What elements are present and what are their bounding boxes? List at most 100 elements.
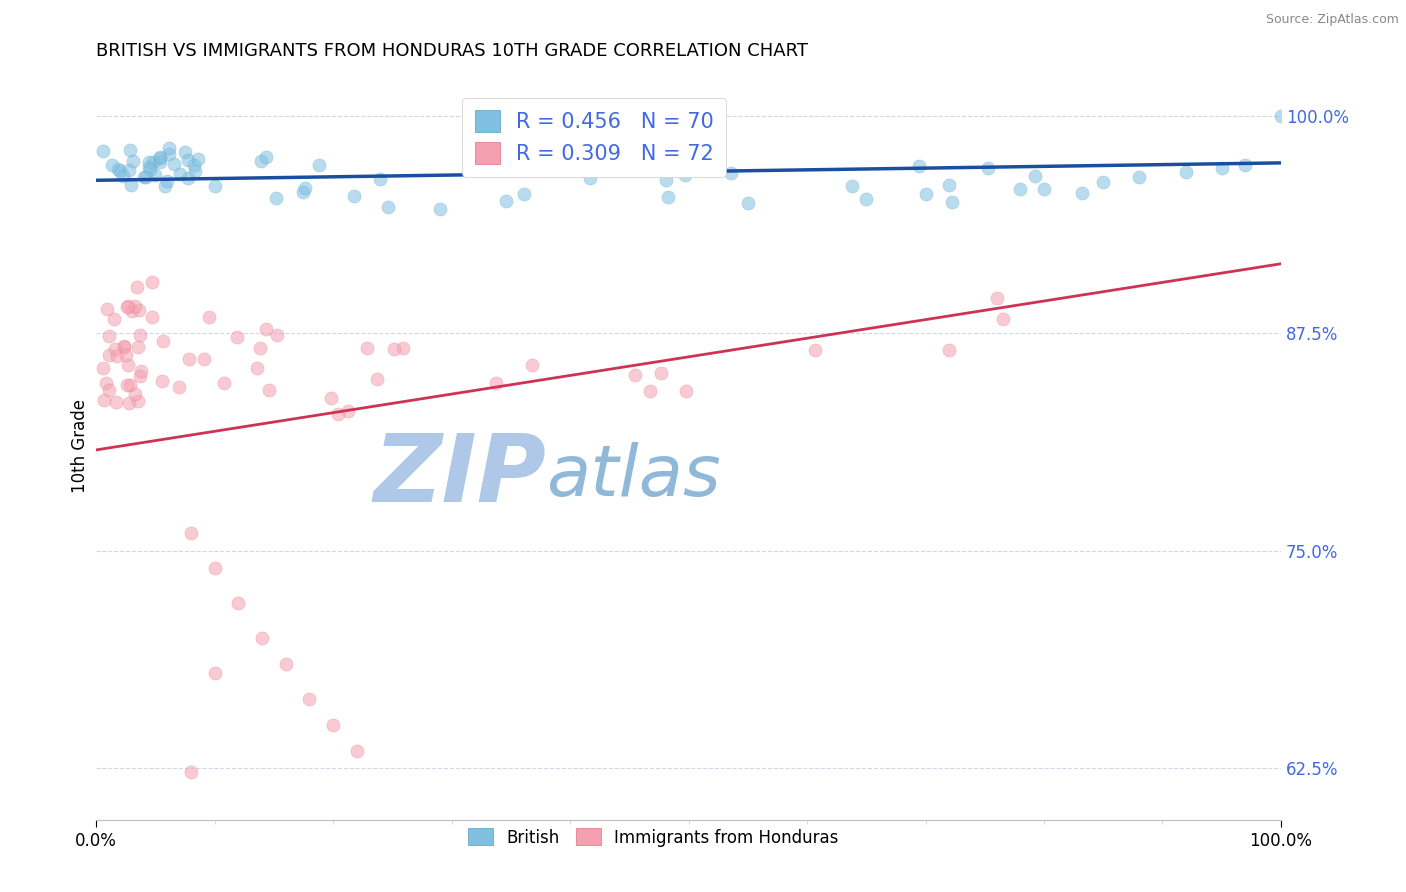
Point [128,327,150,342]
Point [94,376,117,390]
Point [121,303,143,318]
Point [187,152,209,166]
Point [143,169,166,183]
Point [495,194,517,209]
Text: atlas: atlas [547,442,721,511]
Point [274,657,297,671]
Point [157,147,180,161]
Point [193,351,215,366]
Point [117,301,139,315]
Point [720,166,742,180]
Point [250,631,273,645]
Point [294,180,316,194]
Point [127,393,149,408]
Point [204,561,226,575]
Point [322,718,344,732]
Point [907,159,929,173]
Point [91,144,114,158]
Point [368,172,391,186]
Point [1175,164,1198,178]
Point [212,376,235,391]
Point [366,372,388,386]
Point [127,340,149,354]
Point [118,377,141,392]
Point [326,407,349,421]
Point [1071,186,1094,201]
Point [93,392,115,407]
Point [264,191,287,205]
Point [582,159,605,173]
Point [177,170,200,185]
Point [657,189,679,203]
Point [149,155,172,169]
Point [246,361,269,376]
Point [1128,169,1150,184]
Point [120,144,142,158]
Point [624,368,647,382]
Point [107,161,129,176]
Point [105,394,128,409]
Point [342,189,364,203]
Point [941,195,963,210]
Point [103,311,125,326]
Point [1092,175,1115,189]
Point [91,361,114,376]
Point [377,200,399,214]
Point [266,328,288,343]
Point [157,141,180,155]
Point [124,299,146,313]
Point [110,164,132,178]
Point [228,596,250,610]
Point [257,383,280,397]
Point [149,151,172,165]
Point [249,341,271,355]
Point [104,342,127,356]
Point [938,343,960,357]
Point [112,169,135,183]
Point [141,275,163,289]
Point [135,169,157,184]
Point [1010,182,1032,196]
Point [392,341,415,355]
Point [254,150,277,164]
Point [382,342,405,356]
Point [184,164,207,178]
Legend: British, Immigrants from Honduras: British, Immigrants from Honduras [461,822,845,854]
Point [477,161,499,176]
Point [173,145,195,160]
Point [254,322,277,336]
Point [976,161,998,176]
Point [356,341,378,355]
Point [513,187,536,202]
Point [675,384,697,398]
Point [336,403,359,417]
Point [138,162,160,177]
Point [105,349,128,363]
Point [153,178,176,193]
Point [169,167,191,181]
Point [97,383,120,397]
Point [522,358,544,372]
Y-axis label: 10th Grade: 10th Grade [72,400,89,493]
Point [1024,169,1046,183]
Point [292,185,315,199]
Point [496,158,519,172]
Point [321,391,343,405]
Point [177,352,200,367]
Point [129,364,152,378]
Point [129,368,152,383]
Point [346,744,368,758]
Point [429,202,451,217]
Point [1211,161,1233,175]
Point [117,358,139,372]
Point [1270,109,1292,123]
Point [98,329,121,343]
Point [298,691,321,706]
Point [180,526,202,541]
Point [118,396,141,410]
Point [180,764,202,779]
Point [118,162,141,177]
Point [115,348,138,362]
Point [991,312,1014,326]
Point [124,387,146,401]
